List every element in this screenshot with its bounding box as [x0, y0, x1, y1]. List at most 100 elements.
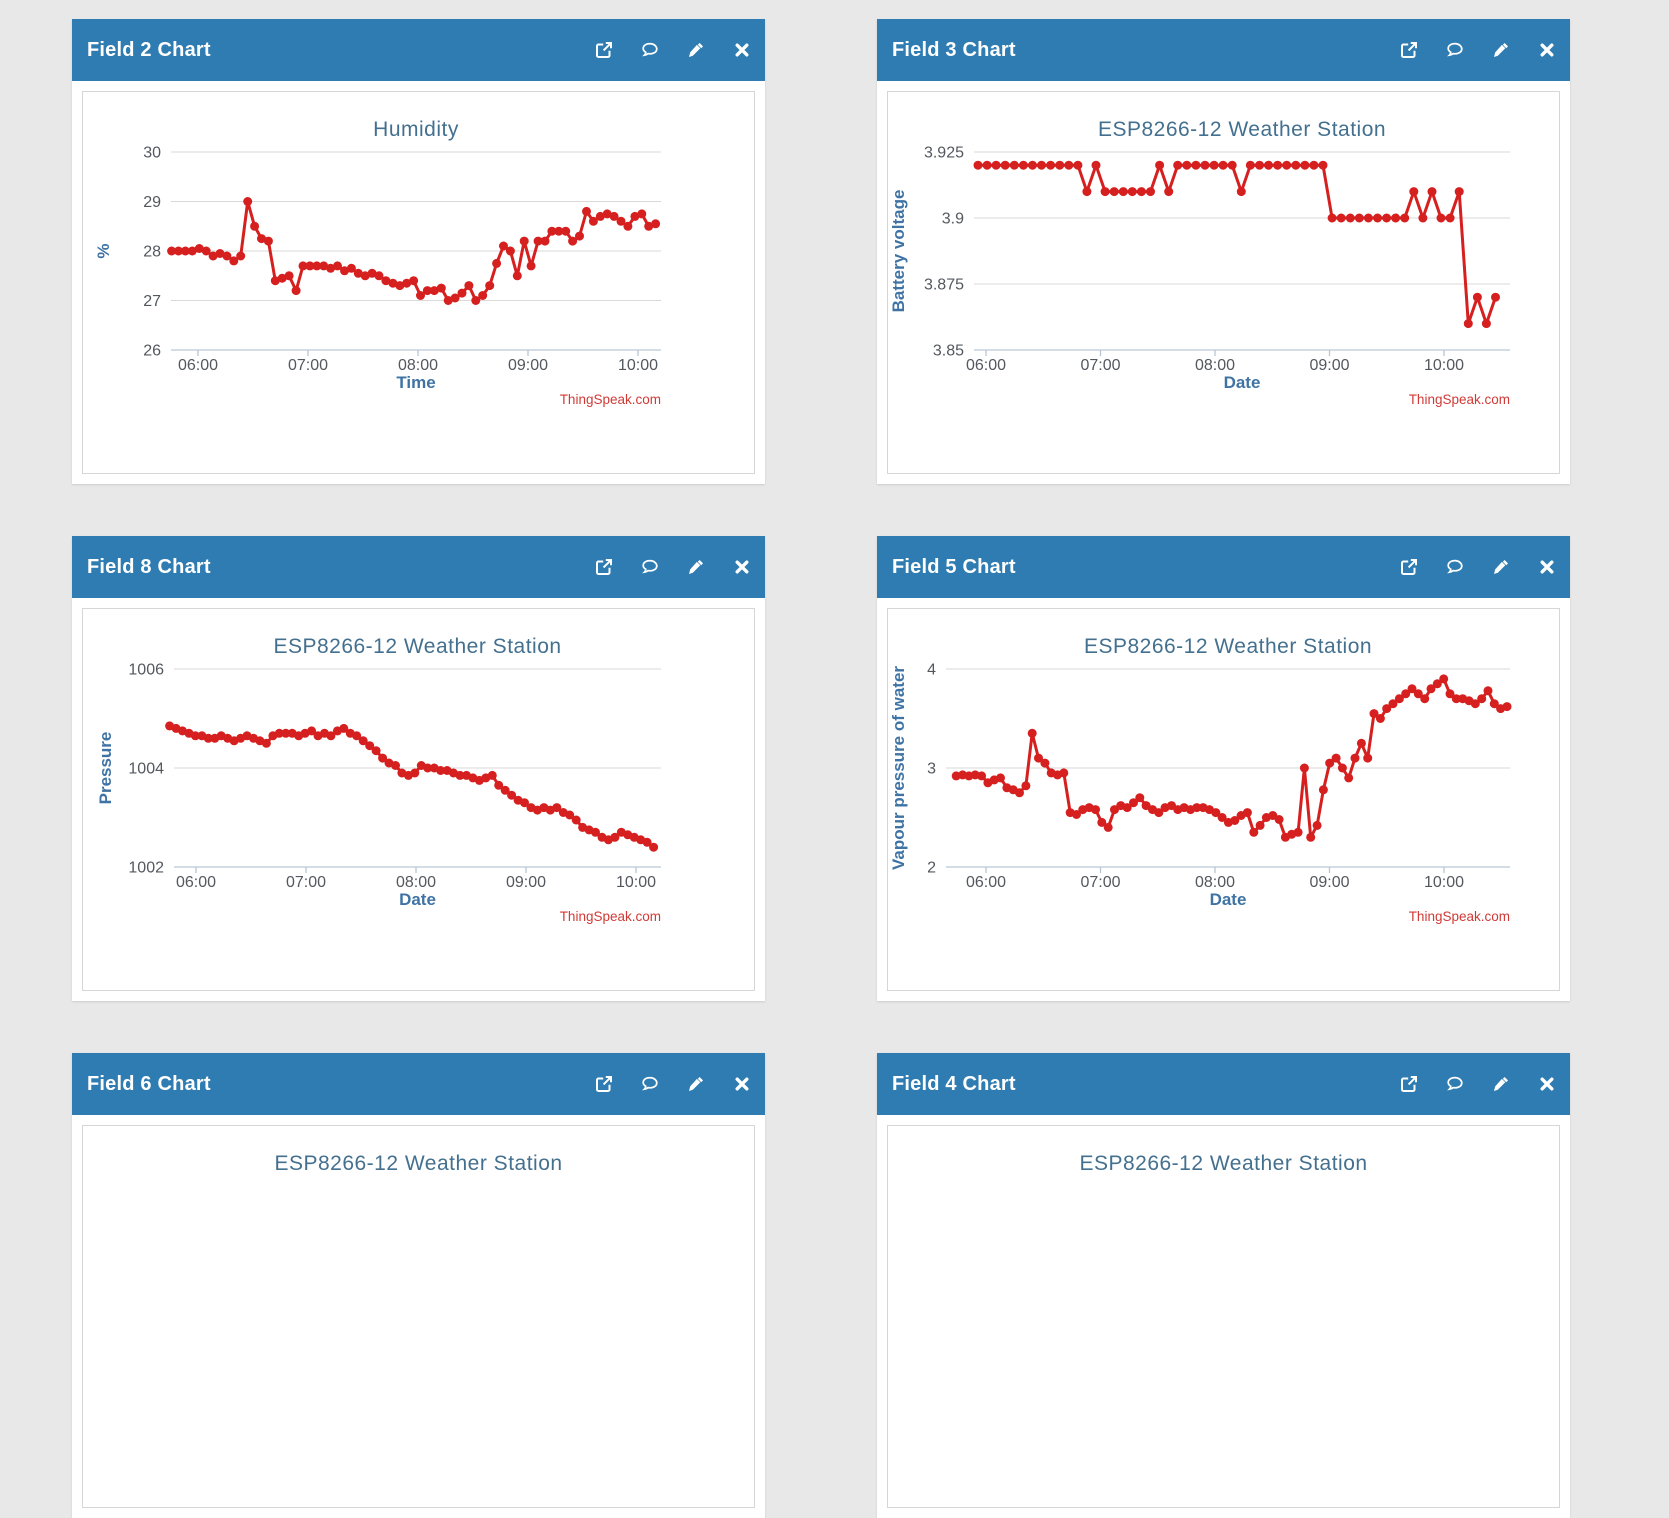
data-point[interactable]: [1103, 822, 1113, 832]
external-link-icon[interactable]: [1400, 1075, 1418, 1093]
data-point[interactable]: [637, 209, 647, 219]
data-point[interactable]: [1454, 187, 1464, 197]
comment-icon[interactable]: [641, 558, 659, 576]
edit-pencil-icon[interactable]: [1492, 558, 1510, 576]
data-point[interactable]: [1369, 709, 1379, 719]
data-point[interactable]: [487, 770, 497, 780]
data-point[interactable]: [1040, 758, 1050, 768]
data-point[interactable]: [180, 246, 190, 256]
data-point[interactable]: [307, 726, 317, 736]
data-point[interactable]: [1118, 187, 1128, 197]
thingspeak-credits-link[interactable]: ThingSpeak.com: [560, 392, 661, 407]
data-point[interactable]: [1255, 820, 1265, 830]
data-point[interactable]: [1318, 160, 1328, 170]
data-point[interactable]: [1293, 827, 1303, 837]
data-point[interactable]: [996, 773, 1005, 783]
data-point[interactable]: [455, 770, 465, 780]
data-point[interactable]: [1306, 832, 1316, 842]
data-point[interactable]: [540, 236, 550, 246]
data-point[interactable]: [1018, 160, 1028, 170]
data-point[interactable]: [1481, 319, 1491, 329]
data-point[interactable]: [499, 241, 508, 251]
data-point[interactable]: [651, 219, 661, 229]
data-point[interactable]: [471, 296, 481, 305]
data-point[interactable]: [1325, 758, 1335, 768]
data-point[interactable]: [977, 771, 987, 781]
data-point[interactable]: [1255, 160, 1264, 170]
edit-pencil-icon[interactable]: [687, 558, 705, 576]
data-point[interactable]: [571, 815, 581, 825]
data-point[interactable]: [649, 842, 659, 852]
data-point[interactable]: [450, 293, 460, 303]
data-point[interactable]: [1209, 160, 1219, 170]
data-point[interactable]: [381, 276, 391, 286]
data-point[interactable]: [485, 281, 495, 291]
data-point[interactable]: [298, 261, 308, 271]
vapour-pressure-chart[interactable]: ESP8266-12 Weather Station 4 3 2 06:00 07:00 0…: [887, 608, 1560, 991]
data-point[interactable]: [507, 790, 517, 800]
data-point[interactable]: [1192, 803, 1202, 813]
data-point[interactable]: [1218, 160, 1228, 170]
data-series[interactable]: [165, 721, 659, 852]
data-point[interactable]: [353, 268, 363, 278]
data-point[interactable]: [520, 798, 529, 808]
pressure-chart[interactable]: ESP8266-12 Weather Station 1006 1004 1002 06…: [82, 608, 755, 991]
data-point[interactable]: [505, 246, 515, 256]
data-point[interactable]: [1230, 816, 1240, 825]
comment-icon[interactable]: [1446, 41, 1464, 59]
data-point[interactable]: [973, 160, 983, 170]
data-point[interactable]: [1312, 820, 1322, 830]
data-point[interactable]: [352, 731, 362, 741]
data-point[interactable]: [423, 763, 433, 773]
data-point[interactable]: [291, 286, 301, 296]
data-point[interactable]: [1401, 689, 1411, 699]
data-point[interactable]: [1388, 699, 1398, 709]
data-point[interactable]: [623, 221, 633, 231]
data-point[interactable]: [402, 278, 412, 288]
external-link-icon[interactable]: [1400, 558, 1418, 576]
data-point[interactable]: [1009, 160, 1019, 170]
edit-pencil-icon[interactable]: [1492, 41, 1510, 59]
data-point[interactable]: [1122, 803, 1132, 813]
thingspeak-credits-link[interactable]: ThingSpeak.com: [560, 909, 661, 924]
data-point[interactable]: [512, 271, 522, 281]
data-point[interactable]: [1182, 160, 1192, 170]
data-point[interactable]: [1073, 160, 1083, 170]
data-point[interactable]: [208, 251, 218, 261]
data-point[interactable]: [1363, 753, 1373, 763]
external-link-icon[interactable]: [1400, 41, 1418, 59]
data-point[interactable]: [1427, 187, 1437, 197]
data-point[interactable]: [1146, 187, 1155, 197]
comment-icon[interactable]: [1446, 1075, 1464, 1093]
data-point[interactable]: [1432, 679, 1442, 689]
data-point[interactable]: [201, 246, 211, 256]
data-point[interactable]: [305, 261, 315, 271]
data-point[interactable]: [1331, 753, 1341, 763]
data-point[interactable]: [642, 837, 652, 847]
data-point[interactable]: [1426, 684, 1436, 694]
data-series[interactable]: [167, 197, 661, 305]
data-point[interactable]: [610, 832, 620, 842]
close-icon[interactable]: [733, 1075, 751, 1093]
data-point[interactable]: [1064, 160, 1074, 170]
data-point[interactable]: [436, 283, 446, 293]
data-point[interactable]: [1155, 160, 1165, 170]
external-link-icon[interactable]: [595, 558, 613, 576]
data-point[interactable]: [1129, 798, 1138, 808]
comment-icon[interactable]: [1446, 558, 1464, 576]
data-point[interactable]: [1472, 292, 1482, 302]
data-point[interactable]: [1477, 694, 1487, 704]
field6-chart[interactable]: ESP8266-12 Weather Station: [82, 1125, 755, 1508]
close-icon[interactable]: [733, 41, 751, 59]
data-point[interactable]: [1000, 160, 1010, 170]
data-point[interactable]: [250, 221, 260, 231]
data-point[interactable]: [1109, 187, 1119, 197]
data-point[interactable]: [1291, 160, 1301, 170]
data-point[interactable]: [500, 785, 510, 795]
data-point[interactable]: [568, 236, 578, 246]
data-point[interactable]: [519, 236, 529, 246]
data-point[interactable]: [1382, 213, 1392, 223]
data-point[interactable]: [1015, 788, 1024, 798]
close-icon[interactable]: [1538, 558, 1556, 576]
data-point[interactable]: [1236, 187, 1246, 197]
